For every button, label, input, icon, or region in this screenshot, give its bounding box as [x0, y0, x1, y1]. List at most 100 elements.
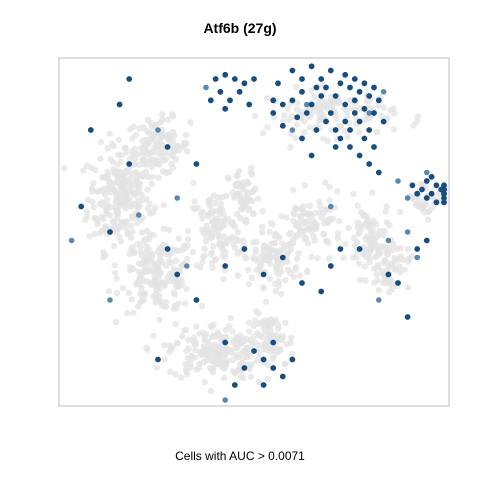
positive-cell-point	[361, 80, 368, 87]
positive-cell-point	[231, 76, 238, 82]
positive-cell-point	[270, 110, 277, 116]
mid-auc-cells	[68, 84, 430, 403]
background-cell-point	[273, 232, 280, 239]
background-cell-point	[105, 185, 113, 192]
background-cell-point	[160, 279, 167, 286]
background-cell-point	[354, 219, 361, 226]
background-cell-point	[380, 104, 387, 112]
background-cell-point	[147, 159, 155, 166]
positive-cell-point	[241, 80, 248, 87]
background-cell-point	[98, 227, 106, 234]
background-cell-point	[114, 209, 122, 216]
background-cell-point	[345, 225, 352, 232]
mid-auc-cell-point	[68, 237, 75, 244]
background-cell-point	[287, 144, 294, 151]
positive-cell-point	[308, 152, 315, 159]
background-cell-point	[130, 249, 138, 257]
background-cell-point	[219, 344, 226, 351]
positive-cell-point	[380, 118, 387, 125]
positive-cell-point	[351, 110, 358, 116]
background-cell-point	[259, 256, 267, 264]
positive-cell-point	[107, 229, 113, 235]
background-cell-point	[258, 333, 266, 341]
background-cell-point	[140, 297, 148, 304]
background-cell-point	[323, 237, 331, 244]
background-cell-point	[342, 240, 349, 248]
background-cell-point	[307, 211, 314, 218]
background-cell-point	[184, 355, 191, 362]
background-cell-point	[113, 275, 120, 282]
background-cell-point	[140, 145, 148, 152]
background-cell-point	[234, 228, 242, 236]
background-cell-point	[220, 351, 228, 358]
background-cell-point	[320, 230, 327, 238]
positive-cell-point	[318, 288, 325, 295]
background-cell-point	[334, 230, 342, 237]
background-cell-point	[89, 198, 96, 206]
background-cell-point	[315, 117, 323, 125]
background-cell-point	[266, 228, 273, 236]
background-cell-point	[378, 267, 385, 274]
background-cell-point	[300, 203, 307, 210]
positive-cell-point	[279, 101, 286, 108]
background-cell-point	[220, 275, 227, 283]
background-cell-point	[193, 262, 201, 269]
background-cell-point	[160, 225, 167, 232]
background-cell-point	[193, 323, 200, 330]
background-cell-point	[252, 339, 260, 347]
background-cell-point	[104, 168, 111, 175]
positive-cell-point	[366, 93, 373, 99]
positive-cell-point	[371, 110, 377, 116]
positive-cell-point	[441, 182, 447, 189]
positive-cell-point	[366, 161, 373, 167]
background-cell-point	[390, 126, 398, 133]
background-cell-point	[334, 235, 342, 242]
background-cell-point	[191, 198, 198, 205]
background-cell-point	[131, 160, 138, 167]
positive-cell-point	[313, 127, 320, 133]
background-cell-point	[199, 226, 206, 233]
positive-cell-point	[126, 76, 133, 82]
background-cell-point	[97, 138, 105, 146]
background-cell-point	[354, 224, 361, 231]
positive-cell-point	[323, 118, 329, 125]
background-cell-point	[290, 211, 298, 218]
background-cell-point	[306, 124, 314, 131]
positive-cell-point	[409, 182, 416, 189]
positive-cell-point	[414, 190, 421, 197]
background-cell-point	[123, 169, 130, 177]
background-cell-point	[160, 201, 167, 209]
background-cell-point	[143, 344, 150, 351]
positive-cell-point	[299, 135, 305, 142]
background-cell-point	[259, 208, 266, 215]
background-cell-point	[222, 248, 229, 256]
background-cell-point	[234, 272, 241, 279]
positive-cell-point	[332, 127, 339, 133]
background-cell-point	[301, 182, 309, 189]
plot-caption: Cells with AUC > 0.0071	[175, 449, 305, 463]
background-cell-point	[313, 224, 320, 231]
positive-cell-point	[207, 97, 214, 104]
background-cell-point	[281, 112, 288, 119]
background-cell-point	[243, 178, 251, 185]
background-cell-point	[221, 374, 228, 382]
background-cell-point	[172, 257, 180, 264]
background-cell-point	[112, 318, 120, 326]
positive-cell-point	[227, 97, 233, 104]
background-cell-point	[183, 285, 190, 293]
background-cell-point	[111, 242, 118, 250]
background-cell-point	[154, 263, 162, 270]
background-cell-point	[234, 192, 242, 200]
background-cell-point	[80, 167, 87, 174]
background-cell-point	[324, 137, 331, 144]
background-cell-point	[380, 279, 387, 287]
positive-cell-point	[332, 93, 339, 99]
background-cell-point	[144, 186, 151, 193]
mid-auc-cell-point	[136, 212, 142, 218]
background-cell-point	[217, 211, 224, 218]
background-cell-point	[389, 261, 396, 268]
background-cell-point	[293, 121, 301, 128]
positive-cell-point	[441, 186, 447, 193]
background-cell-point	[267, 348, 274, 355]
positive-cell-point	[155, 356, 161, 363]
